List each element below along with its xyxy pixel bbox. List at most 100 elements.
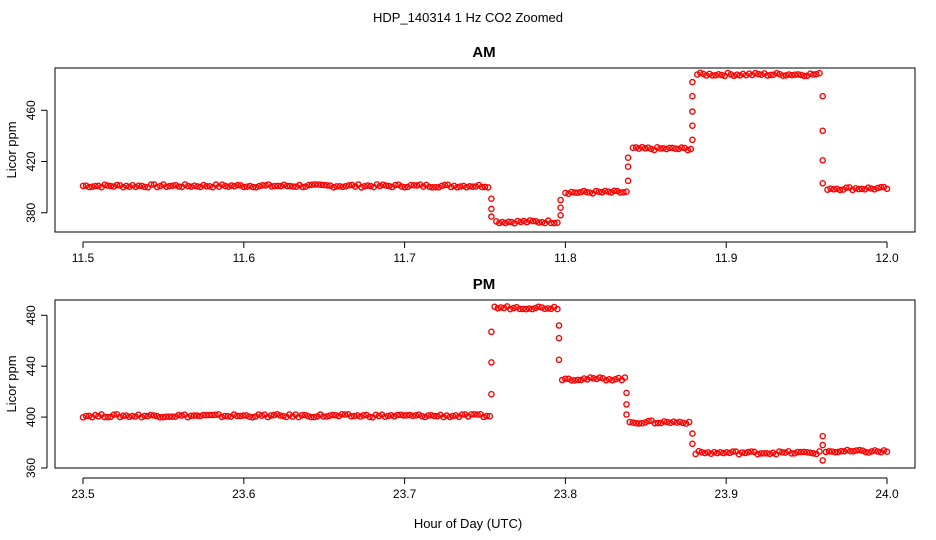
am-transition-point	[689, 78, 696, 86]
am-data-point	[89, 183, 96, 190]
am-data-point	[358, 184, 365, 191]
am-data-point	[252, 183, 260, 191]
am-data-point	[379, 181, 387, 188]
pm-data-point	[535, 303, 542, 311]
pm-data-point	[593, 375, 601, 383]
am-data-point	[715, 71, 722, 78]
am-data-point	[277, 182, 285, 190]
pm-data-point	[757, 450, 765, 457]
pm-data-point	[246, 413, 253, 421]
am-data-point	[194, 183, 201, 190]
pm-data-point	[169, 413, 176, 421]
pm-data-point	[357, 413, 364, 420]
pm-data-point	[797, 448, 805, 456]
am-data-point	[836, 186, 844, 194]
am-data-point	[333, 183, 340, 190]
am-data-point	[457, 183, 464, 190]
am-transition-point	[624, 177, 632, 185]
pm-data-point	[249, 413, 256, 421]
pm-data-point	[360, 411, 367, 419]
pm-data-point	[516, 305, 524, 313]
am-y-tick-label: 420	[24, 151, 38, 171]
am-data-point	[123, 182, 130, 190]
am-data-point	[807, 70, 814, 77]
pm-data-point	[486, 412, 494, 420]
pm-data-point	[605, 375, 613, 383]
pm-data-point	[452, 412, 460, 419]
pm-data-point	[190, 412, 198, 419]
am-data-point	[752, 69, 759, 77]
pm-axes: 23.5 23.6 23.7 23.8 23.9 24.0 360 400 440 480	[24, 299, 916, 501]
am-data-point	[438, 182, 446, 190]
am-data-point	[666, 144, 673, 152]
am-transition-point	[689, 136, 696, 144]
pm-data-point	[418, 412, 426, 420]
pm-data-point	[239, 412, 247, 419]
pm-data-point	[353, 412, 361, 419]
pm-data-point	[602, 376, 610, 384]
pm-data-point	[850, 447, 857, 455]
am-data-point	[153, 183, 161, 191]
am-data-point	[577, 188, 585, 196]
pm-data-point	[638, 419, 646, 427]
pm-x-tick-label: 23.8	[554, 487, 578, 501]
am-transition-point	[689, 108, 696, 115]
am-data-point	[413, 182, 421, 189]
pm-data-point	[654, 419, 662, 427]
am-data-point	[469, 183, 477, 190]
pm-data-point	[794, 448, 802, 456]
am-data-point	[858, 185, 866, 193]
am-data-point	[364, 182, 371, 189]
am-data-point	[830, 185, 838, 193]
am-data-point	[429, 183, 436, 191]
am-data-point	[508, 218, 515, 226]
am-data-point	[240, 183, 248, 191]
pm-y-tick-label: 400	[24, 407, 38, 427]
am-data-point	[126, 183, 133, 190]
pm-transition-point	[488, 359, 495, 366]
pm-data-point	[825, 447, 833, 455]
pm-data-point	[670, 418, 677, 426]
pm-data-point	[529, 305, 536, 313]
am-data-point	[663, 145, 670, 153]
am-data-point	[852, 184, 860, 192]
pm-data-point	[150, 412, 158, 419]
pm-data-point	[729, 448, 737, 455]
am-data-point	[243, 183, 251, 190]
am-data-point	[816, 69, 823, 77]
pm-data-point	[193, 412, 201, 419]
pm-data-point	[233, 412, 241, 420]
pm-transition-point	[623, 389, 630, 397]
pm-data-point	[568, 377, 575, 384]
am-transition-point	[557, 211, 564, 219]
am-transition-point	[689, 92, 696, 100]
pm-x-tick-label: 24.0	[875, 487, 899, 501]
pm-data-point	[375, 412, 383, 420]
pm-data-point	[449, 412, 457, 420]
pm-data-point	[338, 410, 346, 418]
am-data-point	[184, 182, 192, 190]
am-data-point	[336, 182, 344, 190]
am-transition-point	[488, 205, 495, 213]
am-data-point	[410, 181, 418, 189]
am-data-point	[833, 185, 841, 193]
pm-data-point	[122, 412, 130, 419]
am-data-point	[629, 144, 637, 152]
am-data-point	[583, 188, 591, 196]
am-data-point	[767, 71, 774, 79]
pm-data-point	[165, 413, 173, 421]
pm-transition-point	[488, 390, 495, 398]
pm-data-point	[880, 447, 888, 454]
am-data-point	[113, 181, 121, 189]
pm-data-point	[651, 419, 659, 427]
am-data-point	[868, 185, 875, 192]
am-data-point	[330, 183, 337, 191]
am-data-point	[654, 143, 661, 151]
pm-data-point	[596, 374, 604, 381]
pm-data-point	[301, 411, 309, 419]
pm-data-point	[621, 374, 629, 381]
pm-data-point	[810, 449, 817, 457]
pm-data-point	[642, 419, 649, 426]
pm-data-point	[110, 411, 118, 419]
pm-data-point	[125, 413, 133, 421]
